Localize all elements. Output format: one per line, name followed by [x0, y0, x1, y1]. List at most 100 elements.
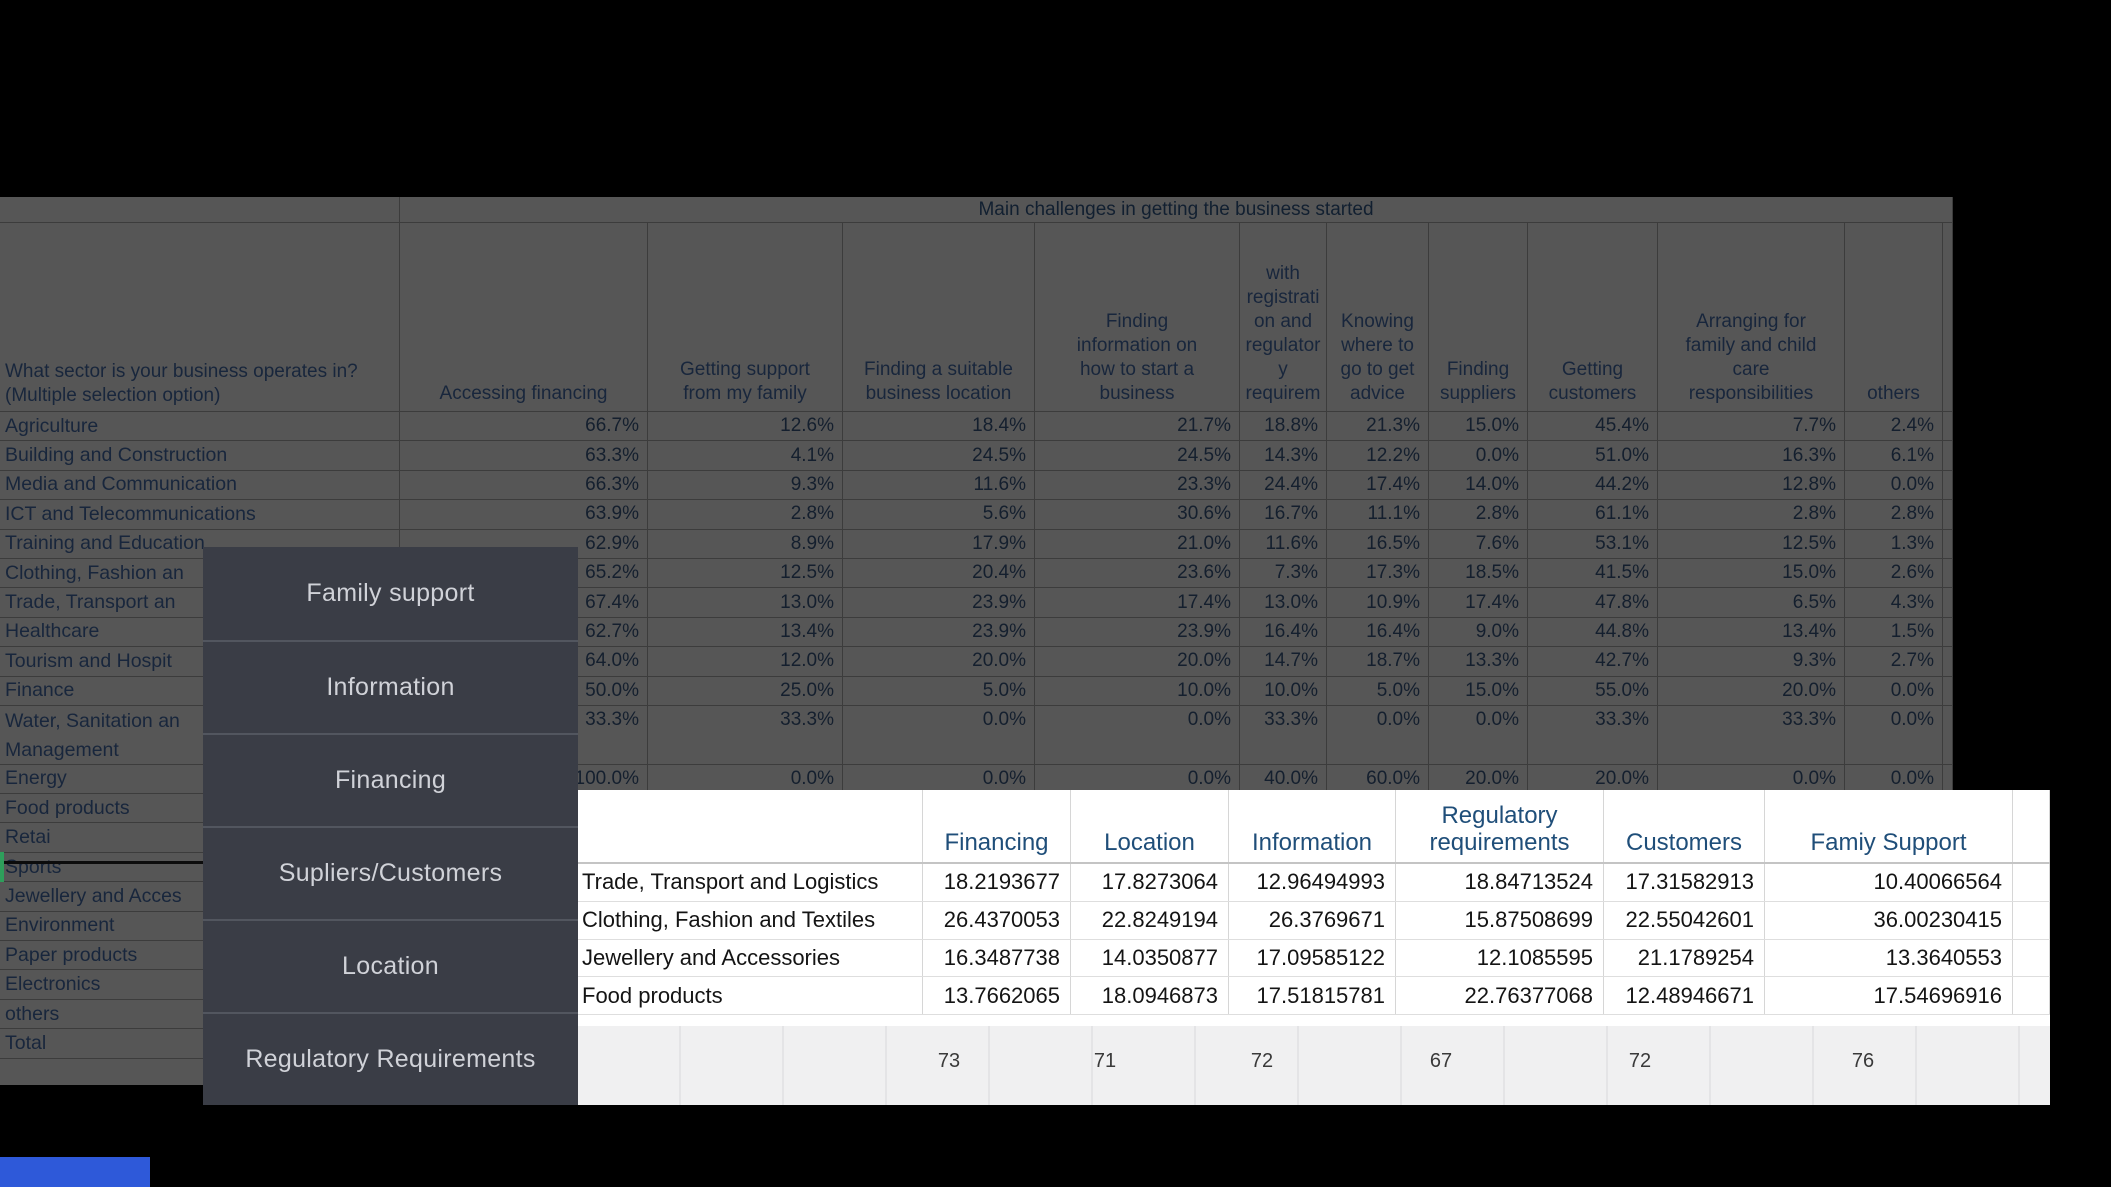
summary-value-cell[interactable]: 26.4370053: [923, 901, 1071, 939]
percentage-cell: 11.6%: [1240, 529, 1327, 559]
row-sliver-cell: [1943, 558, 1953, 589]
percentage-cell: 20.0%: [1035, 647, 1240, 677]
percentage-cell: 0.0%: [1429, 705, 1528, 765]
percentage-cell: 23.9%: [843, 617, 1035, 648]
menu-item-information[interactable]: Information: [203, 640, 578, 733]
summary-row-sliver: [2013, 977, 2050, 1015]
summary-value-cell[interactable]: 18.0946873: [1071, 977, 1229, 1015]
percentage-cell: 61.1%: [1528, 500, 1658, 530]
percentage-cell: 66.3%: [400, 470, 648, 501]
summary-row-label[interactable]: Trade, Transport and Logistics: [578, 864, 923, 901]
percentage-cell: 10.0%: [1035, 676, 1240, 706]
category-menu: Family support Information Financing Suplie…: [203, 547, 578, 1105]
percentage-cell: 66.7%: [400, 412, 648, 442]
summary-value-cell[interactable]: 17.31582913: [1604, 864, 1765, 901]
summary-value-cell[interactable]: 12.1085595: [1396, 939, 1604, 977]
menu-item-supliers-customers[interactable]: Supliers/Customers: [203, 826, 578, 919]
summary-header-famiy-support[interactable]: Famiy Support: [1765, 790, 2013, 862]
percentage-cell: 5.0%: [843, 676, 1035, 706]
summary-value-cell[interactable]: 16.3487738: [923, 939, 1071, 977]
percentage-cell: 0.0%: [1035, 705, 1240, 765]
summary-header-location[interactable]: Location: [1071, 790, 1229, 862]
menu-item-location[interactable]: Location: [203, 919, 578, 1012]
sector-row: Media and Communication 66.3% 9.3% 11.6% 23.…: [0, 470, 1953, 501]
percentage-cell: 2.7%: [1845, 647, 1943, 677]
menu-item-regulatory-requirements[interactable]: Regulatory Requirements: [203, 1012, 578, 1105]
percentage-cell: 2.4%: [1845, 412, 1943, 442]
summary-value-cell[interactable]: 17.8273064: [1071, 864, 1229, 901]
title-corner-cell: [0, 197, 400, 223]
row-sliver-cell: [1943, 529, 1953, 559]
summary-value-cell[interactable]: 21.1789254: [1604, 939, 1765, 977]
column-header-2: Getting support from my family: [648, 223, 843, 412]
percentage-cell: 18.8%: [1240, 412, 1327, 442]
summary-value-cell[interactable]: 14.0350877: [1071, 939, 1229, 977]
summary-value-cell[interactable]: 22.8249194: [1071, 901, 1229, 939]
summary-row: Trade, Transport and Logistics 18.2193677…: [578, 864, 2050, 902]
percentage-cell: 30.6%: [1035, 500, 1240, 530]
percentage-cell: 12.6%: [648, 412, 843, 442]
percentage-cell: 2.8%: [1658, 500, 1845, 530]
percentage-cell: 12.2%: [1327, 441, 1429, 471]
percentage-cell: 63.3%: [400, 441, 648, 471]
percentage-cell: 16.5%: [1327, 529, 1429, 559]
summary-value-cell[interactable]: 13.3640553: [1765, 939, 2013, 977]
percentage-cell: 17.3%: [1327, 558, 1429, 589]
summary-value-cell[interactable]: 22.55042601: [1604, 901, 1765, 939]
summary-header-financing[interactable]: Financing: [923, 790, 1071, 862]
summary-value-cell[interactable]: 17.54696916: [1765, 977, 2013, 1015]
column-header-5: with registrati on and regulator y requirem: [1240, 223, 1327, 412]
summary-value-cell[interactable]: 17.09585122: [1229, 939, 1396, 977]
menu-item-financing[interactable]: Financing: [203, 733, 578, 826]
summary-row-label[interactable]: Jewellery and Accessories: [578, 939, 923, 977]
percentage-cell: 51.0%: [1528, 441, 1658, 471]
percentage-cell: 2.8%: [1429, 500, 1528, 530]
summary-value-cell[interactable]: 36.00230415: [1765, 901, 2013, 939]
menu-item-family-support[interactable]: Family support: [306, 579, 475, 607]
percentage-cell: 13.0%: [648, 588, 843, 618]
row-sliver-cell: [1943, 412, 1953, 442]
summary-value-cell[interactable]: 15.87508699: [1396, 901, 1604, 939]
percentage-cell: 16.7%: [1240, 500, 1327, 530]
percentage-cell: 14.7%: [1240, 647, 1327, 677]
column-header-row: What sector is your business operates in…: [0, 223, 1953, 412]
percentage-cell: 9.3%: [1658, 647, 1845, 677]
percentage-cell: 23.3%: [1035, 470, 1240, 501]
summary-value-cell[interactable]: 18.2193677: [923, 864, 1071, 901]
percentage-cell: 0.0%: [1327, 705, 1429, 765]
percentage-cell: 10.0%: [1240, 676, 1327, 706]
summary-value-cell[interactable]: 17.51815781: [1229, 977, 1396, 1015]
summary-header-customers[interactable]: Customers: [1604, 790, 1765, 862]
summary-value-cell[interactable]: 22.76377068: [1396, 977, 1604, 1015]
percentage-cell: 2.8%: [648, 500, 843, 530]
summary-value-cell[interactable]: 13.7662065: [923, 977, 1071, 1015]
summary-row-label[interactable]: Clothing, Fashion and Textiles: [578, 901, 923, 939]
percentage-cell: 0.0%: [1845, 705, 1943, 765]
merged-title-row: Main challenges in getting the business …: [0, 197, 1953, 223]
summary-value-cell[interactable]: 10.40066564: [1765, 864, 2013, 901]
percentage-cell: 1.3%: [1845, 529, 1943, 559]
percentage-cell: 5.0%: [1327, 676, 1429, 706]
summary-value-cell[interactable]: 12.48946671: [1604, 977, 1765, 1015]
percentage-cell: 0.0%: [843, 705, 1035, 765]
row-sliver-cell: [1943, 705, 1953, 765]
summary-header-regulatory-requirements[interactable]: Regulatory requirements: [1396, 790, 1604, 862]
percentage-cell: 18.5%: [1429, 558, 1528, 589]
percentage-cell: 12.8%: [1658, 470, 1845, 501]
summary-value-cell[interactable]: 18.84713524: [1396, 864, 1604, 901]
percentage-cell: 20.0%: [1658, 676, 1845, 706]
percentage-cell: 24.5%: [843, 441, 1035, 471]
percentage-cell: 33.3%: [1658, 705, 1845, 765]
percentage-cell: 12.0%: [648, 647, 843, 677]
percentage-cell: 16.4%: [1327, 617, 1429, 648]
summary-value-cell[interactable]: 12.96494993: [1229, 864, 1396, 901]
sector-row: Agriculture 66.7% 12.6% 18.4% 21.7% 18.8% 21.3…: [0, 412, 1953, 442]
summary-row-label[interactable]: Food products: [578, 977, 923, 1015]
percentage-cell: 7.3%: [1240, 558, 1327, 589]
question-line1: What sector is your business operates in…: [5, 361, 358, 382]
summary-header-information[interactable]: Information: [1229, 790, 1396, 862]
percentage-cell: 21.7%: [1035, 412, 1240, 442]
summary-value-cell[interactable]: 26.3769671: [1229, 901, 1396, 939]
percentage-cell: 14.0%: [1429, 470, 1528, 501]
percentage-cell: 12.5%: [648, 558, 843, 589]
